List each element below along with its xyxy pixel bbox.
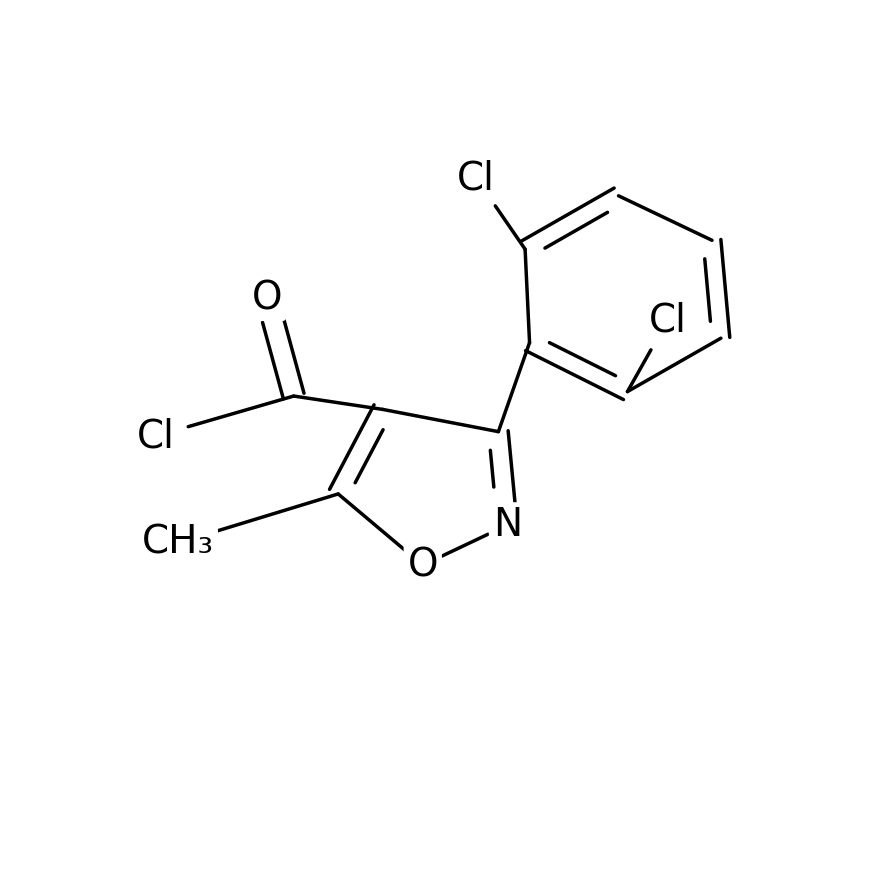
Text: O: O (408, 546, 438, 584)
Text: Cl: Cl (457, 159, 495, 197)
Text: O: O (252, 279, 282, 317)
Text: Cl: Cl (137, 417, 174, 455)
Text: Cl: Cl (649, 302, 686, 339)
Text: N: N (493, 506, 522, 544)
Text: CH₃: CH₃ (142, 524, 214, 562)
